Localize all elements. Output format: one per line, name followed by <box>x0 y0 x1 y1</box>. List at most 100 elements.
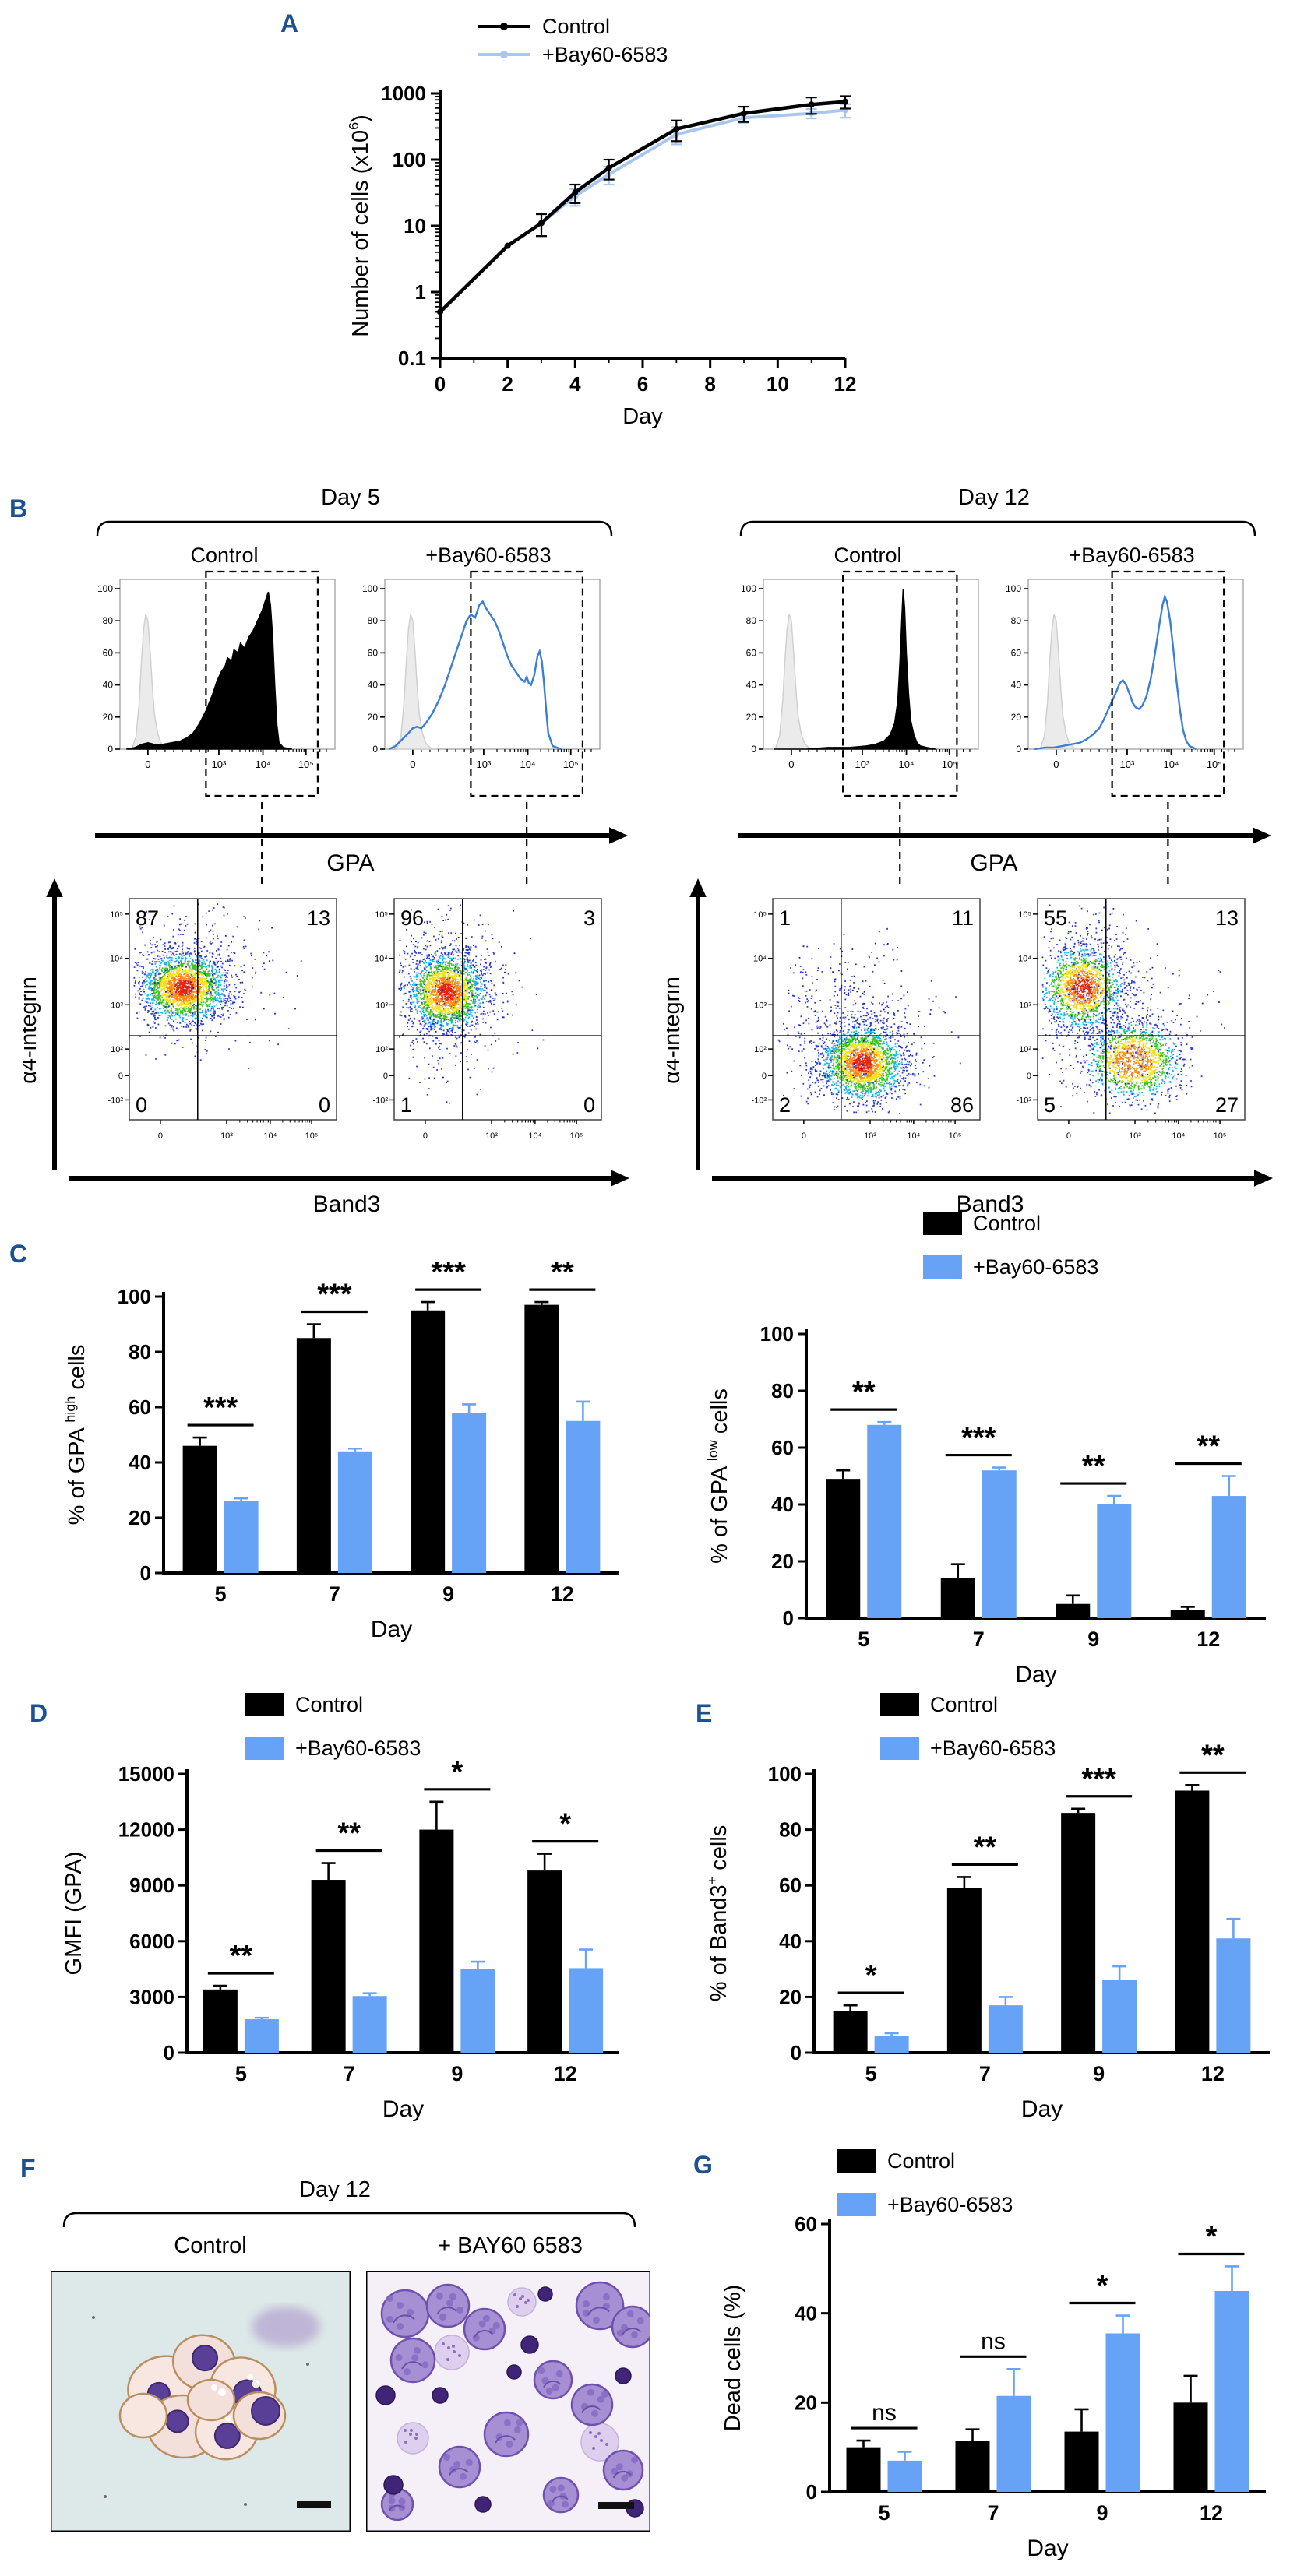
significance-label: ** <box>1201 1739 1225 1772</box>
x-axis-title: Day <box>1027 2536 1068 2561</box>
scatter-density-points <box>1073 977 1093 998</box>
x-axis-title: Day <box>1015 1662 1056 1687</box>
y-tick-label: 40 <box>795 2302 817 2325</box>
a4-integrin-axis-label: α4-integrin <box>667 977 685 1084</box>
scatter-x-tick: 10⁴ <box>907 1131 920 1141</box>
quadrant-pct-top-left: 1 <box>779 906 791 930</box>
series-line-+Bay60-6583 <box>439 108 846 314</box>
scatter-density-points <box>174 979 194 996</box>
bar-control-12 <box>1170 1610 1205 1618</box>
micrograph-control-svg <box>49 2269 352 2533</box>
x-tick-label: 5 <box>215 1582 227 1606</box>
y-axis-title: GMFI (GPA) <box>62 1852 86 1976</box>
x-tick-label: 7 <box>973 1628 985 1651</box>
y-tick-label: 0 <box>140 1561 151 1585</box>
scatter-y-tick: 0 <box>383 1072 388 1081</box>
x-tick-label: 5 <box>235 2062 247 2085</box>
significance-label: *** <box>431 1256 466 1289</box>
scatter-y-tick: 10⁵ <box>375 910 388 920</box>
panel-f-bay-label: + BAY60 6583 <box>438 2233 583 2258</box>
y-tick-label: 100 <box>393 148 426 171</box>
bar-control-9 <box>1056 1603 1091 1618</box>
y-tick-label: 100 <box>118 1285 151 1308</box>
scatter-density-points <box>1066 970 1153 1077</box>
scatter-plot-1: 10⁵ 10⁴ 10³ 10² 0 -10² 0 10³ 10⁴ 10⁵ 96 3 1 0 <box>372 898 602 1141</box>
legend-label-control: Control <box>930 1693 998 1716</box>
reference-peak <box>396 614 437 750</box>
quadrant-pct-top-right: 11 <box>952 906 974 930</box>
bar-control-12 <box>527 1870 562 2053</box>
significance-label: * <box>451 1756 463 1789</box>
scatter-density-points <box>852 1054 872 1072</box>
panel-c-gpa-high-bar-chart: 0 20 40 60 80 100 % of GPA high cells *** 5 *** 7 *… <box>47 1230 640 1680</box>
hist-x-tick: 10³ <box>477 758 492 770</box>
scatter-y-tick: 10³ <box>375 1001 388 1010</box>
significance-label: ** <box>551 1256 574 1289</box>
significance-label: * <box>1097 2270 1108 2303</box>
condition-label-bay: +Bay60-6583 <box>1069 544 1194 567</box>
y-tick-label: 100 <box>768 1762 802 1786</box>
hist-x-tick: 10⁴ <box>899 758 915 770</box>
hist-x-tick: 10⁵ <box>942 758 957 770</box>
significance-label: * <box>1206 2220 1218 2253</box>
scatter-y-tick: 10⁴ <box>110 955 123 964</box>
bar-chart-svg-E: 0 20 40 60 80 100 % of Band3+ cells * 5 ** 7 *** 9 **… <box>704 1693 1270 2122</box>
scatter-x-tick: 10⁵ <box>305 1131 319 1141</box>
y-tick-label: 20 <box>129 1506 151 1529</box>
x-axis-title: Day <box>622 404 663 429</box>
panel-f-label: F <box>20 2154 36 2182</box>
scatter-y-tick: 10⁴ <box>375 955 388 964</box>
y-tick-label: 40 <box>771 1493 794 1516</box>
condition-label-bay: +Bay60-6583 <box>425 544 551 567</box>
bar-bay-12 <box>1214 2291 1249 2492</box>
scatter-density-points <box>1043 948 1179 1100</box>
gpa-axis-label: GPA <box>970 850 1017 876</box>
scatter-y-tick: 0 <box>1027 1072 1031 1081</box>
x-tick-label: 9 <box>1087 1628 1099 1651</box>
scatter-x-tick: 0 <box>423 1131 428 1141</box>
scatter-x-tick: 10⁵ <box>949 1131 962 1141</box>
legend-swatch-control <box>923 1212 962 1235</box>
y-tick-label: 80 <box>129 1340 151 1364</box>
scatter-x-tick: 10³ <box>485 1131 498 1141</box>
significance-label: *** <box>1081 1763 1116 1796</box>
hist-y-tick: 100 <box>362 583 378 594</box>
quadrant-pct-top-right: 3 <box>583 906 595 930</box>
y-tick-label: 0 <box>783 1606 794 1630</box>
scatter-y-tick: 0 <box>762 1072 767 1081</box>
gate-rectangle <box>205 570 319 797</box>
hist-y-tick: 60 <box>746 647 757 658</box>
legend-swatch-bay <box>880 1737 919 1760</box>
hist-x-tick: 10³ <box>1120 758 1135 770</box>
x-tick-label: 7 <box>987 2501 999 2525</box>
significance-label: * <box>559 1808 571 1841</box>
legend-label-bay: +Bay60-6583 <box>930 1737 1056 1760</box>
legend-label-bay: +Bay60-6583 <box>973 1255 1098 1279</box>
gate-rectangle <box>1111 570 1225 797</box>
significance-label: * <box>865 1959 877 1992</box>
y-tick-label: 80 <box>779 1818 802 1842</box>
panel-f-control-label: Control <box>174 2233 247 2258</box>
scatter-x-tick: 10⁴ <box>1172 1131 1185 1141</box>
legend-row-control: Control <box>477 12 668 40</box>
panel-g-dead-cells-bar-chart: 0 20 40 60 Dead cells (%) ns 5 ns 7 * 9 * 12 Day Contr… <box>686 2140 1295 2576</box>
legend-label-bay: +Bay60-6583 <box>542 42 668 66</box>
legend-swatch-bay <box>245 1737 284 1760</box>
hist-x-tick: 10⁴ <box>256 758 271 770</box>
band3-axis-label: Band3 <box>313 1191 381 1217</box>
panel-c-gpa-low-bar-chart: 0 20 40 60 80 100 % of GPA low cells ** 5 *** 7 ** 9… <box>689 1190 1295 1696</box>
bar-bay-5 <box>867 1424 902 1618</box>
legend-swatch-control <box>837 2149 876 2173</box>
panel-c-label: C <box>9 1240 28 1268</box>
legend-swatch-bay <box>923 1255 962 1279</box>
quadrant-pct-top-right: 13 <box>1215 906 1239 930</box>
gpa-axis-label: GPA <box>326 850 374 876</box>
x-tick-label: 12 <box>551 1582 574 1606</box>
x-tick-label: 12 <box>1197 1628 1220 1651</box>
bar-control-5 <box>203 1989 238 2053</box>
bar-bay-9 <box>1102 1980 1137 2053</box>
significance-label: ** <box>1082 1450 1105 1483</box>
hist-y-tick: 20 <box>103 712 114 723</box>
y-tick-label: 3000 <box>129 1985 174 2008</box>
bar-control-5 <box>182 1445 217 1573</box>
